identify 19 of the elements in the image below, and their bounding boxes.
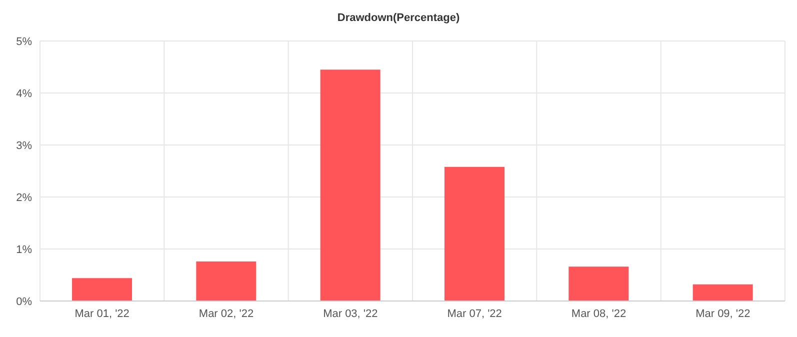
- x-tick-label: Mar 09, '22: [696, 308, 750, 320]
- x-tick-label: Mar 01, '22: [74, 308, 130, 320]
- x-tick-label: Mar 03, '22: [323, 308, 378, 320]
- bar: [444, 166, 504, 301]
- y-tick-label: 3%: [16, 140, 32, 152]
- x-tick-label: Mar 08, '22: [571, 308, 626, 320]
- bar: [72, 278, 132, 301]
- y-tick-label: 2%: [16, 192, 32, 204]
- y-tick-label: 4%: [16, 88, 32, 100]
- bar: [320, 70, 380, 301]
- chart-title: Drawdown(Percentage): [336, 12, 461, 24]
- bar: [568, 266, 629, 301]
- x-tick-label: Mar 02, '22: [198, 308, 254, 320]
- y-tick-label: 0%: [16, 296, 32, 308]
- bar: [196, 261, 256, 301]
- y-tick-label: 1%: [16, 244, 32, 256]
- y-tick-label: 5%: [16, 36, 32, 48]
- bar: [692, 284, 753, 301]
- x-tick-label: Mar 07, '22: [447, 308, 502, 320]
